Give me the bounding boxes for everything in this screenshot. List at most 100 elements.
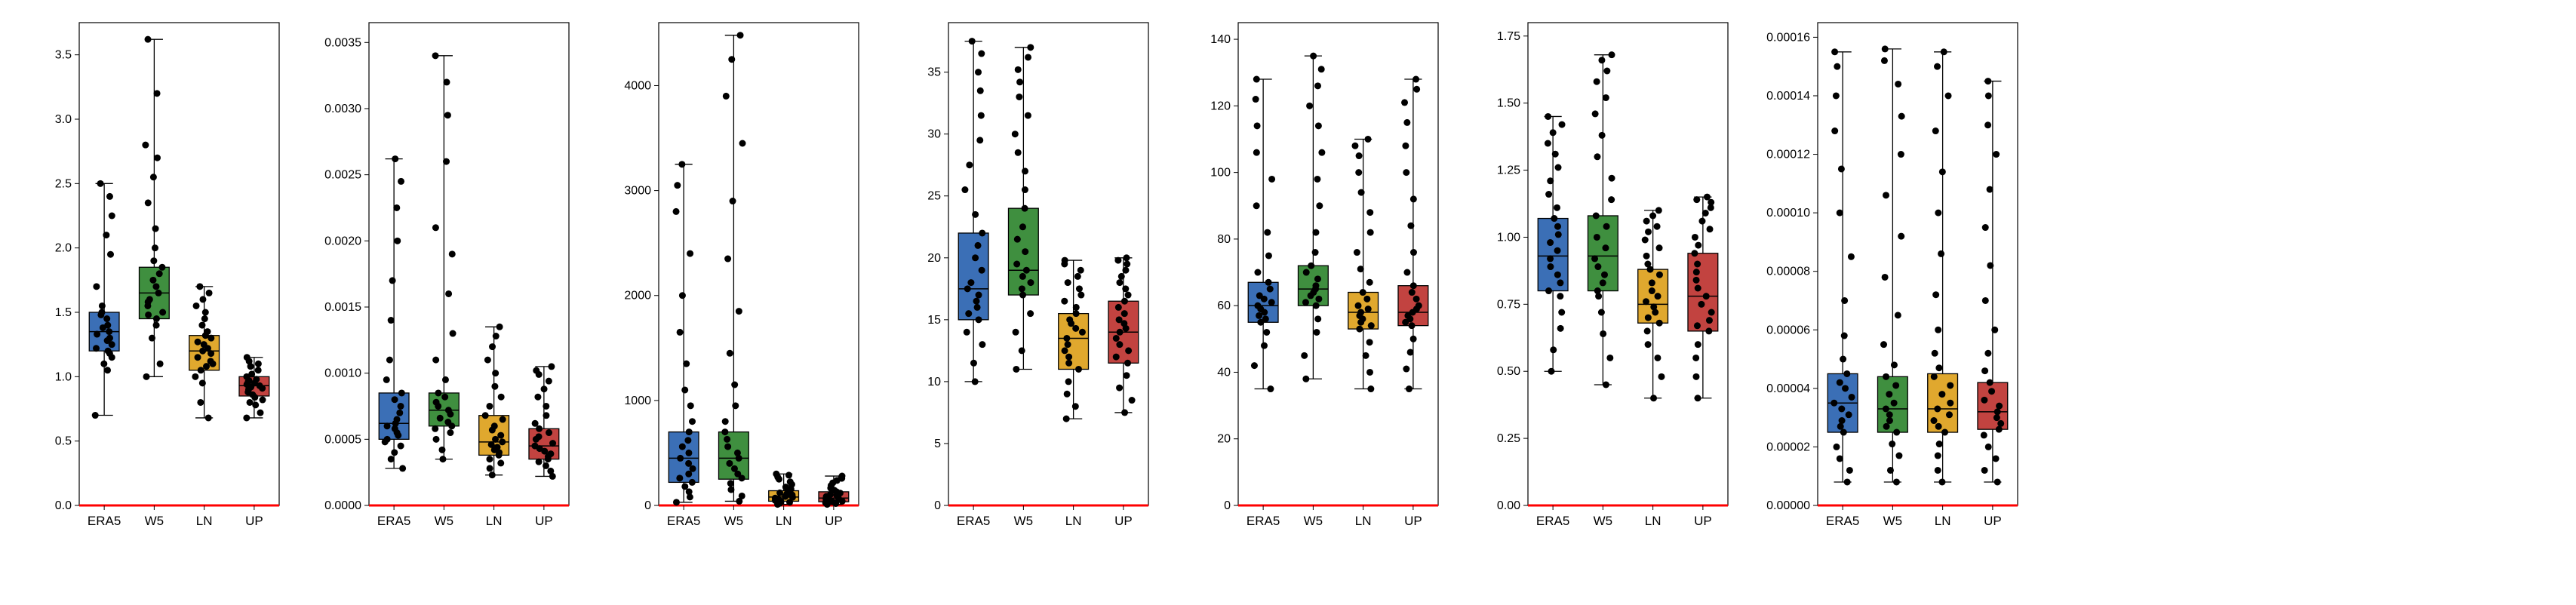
data-point (541, 385, 548, 392)
data-point (1312, 249, 1319, 256)
data-point (1368, 322, 1375, 329)
data-point (487, 465, 493, 471)
panel-0: Mean absolute error (MAE)0.00.51.01.52.0… (15, 15, 287, 543)
data-point (731, 382, 738, 388)
data-point (1116, 341, 1123, 348)
data-point (1545, 113, 1551, 120)
data-point (1893, 478, 1900, 485)
data-point (103, 232, 109, 238)
data-point (1261, 342, 1268, 349)
data-point (489, 343, 496, 350)
data-point (388, 317, 395, 324)
data-point (1693, 196, 1700, 203)
data-point (103, 315, 110, 322)
x-tick-label: UP (535, 514, 553, 528)
data-point (1062, 347, 1068, 354)
data-point (1410, 195, 1417, 202)
data-point (1016, 78, 1023, 85)
data-point (1598, 309, 1605, 316)
data-point (195, 339, 201, 345)
data-point (1987, 379, 1993, 386)
data-point (1125, 292, 1132, 299)
data-point (736, 308, 742, 315)
data-point (439, 456, 446, 462)
data-point (1356, 152, 1363, 159)
data-point (1254, 269, 1261, 276)
data-point (734, 450, 741, 456)
data-point (201, 341, 207, 348)
y-tick-label: 2000 (624, 290, 651, 302)
data-point (724, 444, 731, 450)
data-point (1982, 297, 1989, 304)
data-point (1264, 229, 1271, 236)
data-point (1121, 298, 1128, 305)
data-point (159, 309, 166, 316)
data-point (497, 432, 504, 439)
data-point (676, 474, 683, 481)
y-tick-label: 0.00010 (1766, 207, 1810, 220)
data-point (92, 412, 99, 419)
box-ERA5 (669, 432, 699, 483)
data-point (1702, 210, 1709, 217)
data-point (1019, 285, 1025, 292)
data-point (1603, 94, 1609, 101)
data-point (1116, 385, 1123, 392)
data-point (1594, 263, 1601, 270)
data-point (1694, 322, 1701, 329)
y-tick-label: 0.0035 (324, 36, 361, 49)
y-tick-label: 0.0025 (324, 169, 361, 182)
data-point (248, 370, 255, 377)
y-tick-label: 0.00002 (1766, 441, 1810, 453)
data-point (1839, 417, 1846, 424)
data-point (433, 436, 440, 443)
y-tick-label: 140 (1210, 33, 1231, 46)
data-point (1555, 164, 1562, 171)
data-point (1846, 467, 1853, 474)
data-point (1934, 63, 1941, 70)
data-point (723, 93, 730, 100)
data-point (105, 348, 112, 355)
data-point (1118, 273, 1125, 280)
data-point (1061, 298, 1068, 305)
data-point (1366, 339, 1373, 345)
data-point (1693, 277, 1700, 284)
data-point (499, 438, 506, 445)
data-point (970, 360, 977, 367)
data-point (1695, 395, 1701, 401)
data-point (1358, 189, 1365, 196)
data-point (685, 450, 692, 456)
data-point (1065, 360, 1072, 367)
data-point (1656, 320, 1663, 327)
data-point (1606, 355, 1613, 361)
data-point (388, 456, 395, 462)
data-point (1883, 373, 1889, 380)
data-point (721, 428, 728, 435)
data-point (727, 350, 733, 357)
data-point (1692, 355, 1699, 361)
data-point (1938, 250, 1944, 257)
data-point (1022, 205, 1028, 212)
data-point (1545, 287, 1552, 294)
data-point (1883, 406, 1889, 413)
data-point (1695, 242, 1701, 249)
data-point (967, 279, 974, 286)
x-tick-label: UP (825, 514, 843, 528)
y-tick-label: 4000 (624, 79, 651, 92)
data-point (1707, 226, 1714, 232)
data-point (776, 490, 783, 496)
data-point (1413, 86, 1420, 93)
x-tick-label: LN (486, 514, 503, 528)
x-tick-label: UP (1694, 514, 1712, 528)
data-point (1545, 191, 1552, 198)
box-ERA5 (958, 233, 988, 320)
data-point (966, 161, 973, 168)
data-point (1846, 411, 1852, 418)
data-point (722, 418, 729, 425)
data-point (1550, 346, 1557, 353)
data-point (445, 407, 452, 413)
data-point (547, 450, 554, 457)
data-point (1840, 356, 1846, 363)
data-point (489, 471, 496, 478)
data-point (1644, 261, 1651, 268)
data-point (687, 402, 694, 409)
